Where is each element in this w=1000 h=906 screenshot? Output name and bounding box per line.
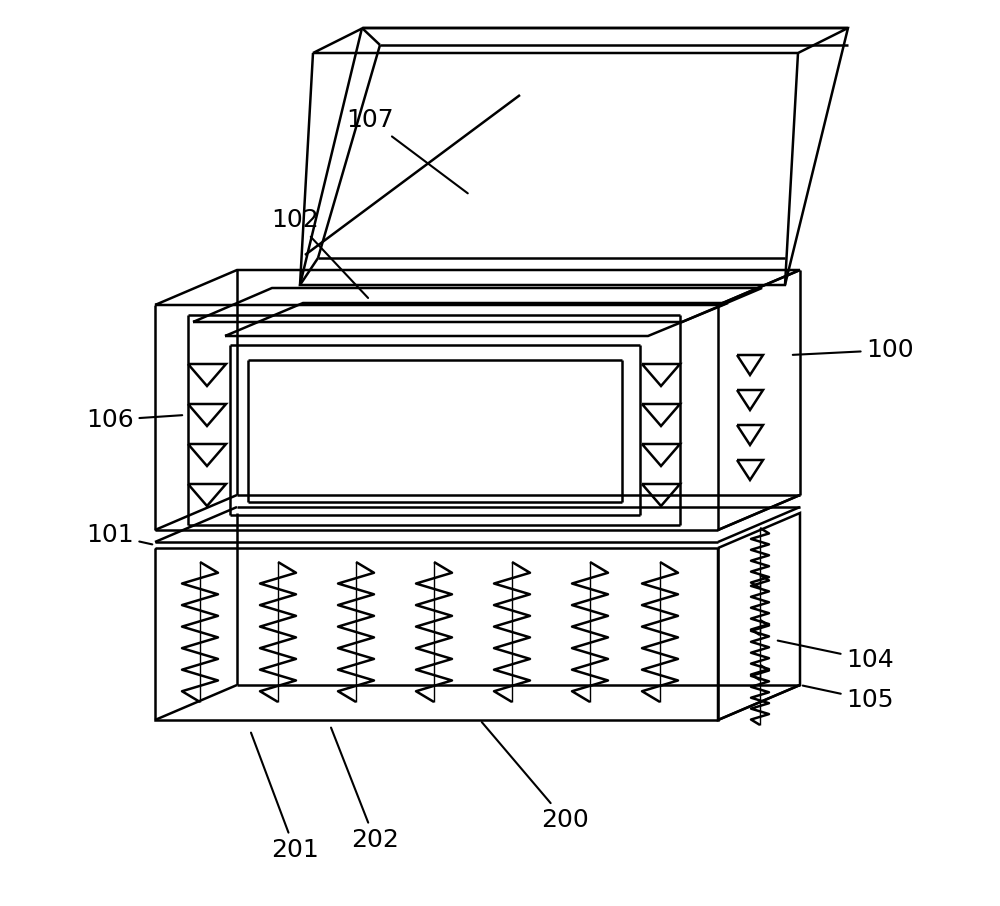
Text: 105: 105	[803, 686, 894, 712]
Text: 100: 100	[793, 338, 914, 362]
Text: 102: 102	[271, 208, 368, 298]
Text: 101: 101	[86, 523, 152, 547]
Text: 107: 107	[346, 108, 468, 193]
Text: 106: 106	[86, 408, 182, 432]
Text: 200: 200	[482, 722, 589, 832]
Text: 201: 201	[251, 733, 319, 862]
Text: 104: 104	[778, 641, 894, 672]
Text: 202: 202	[331, 728, 399, 852]
